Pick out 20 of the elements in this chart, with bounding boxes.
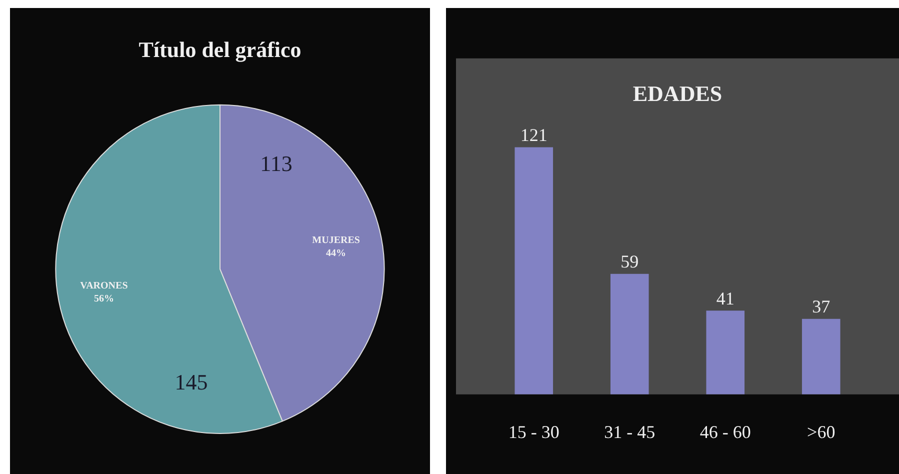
slice-label: VARONES [80,280,128,292]
data-label: 59 [620,252,639,272]
chart-title: EDADES [632,80,722,106]
data-label: 121 [520,124,548,145]
text: 56% [94,294,114,305]
x-tick-label: 46 - 60 [700,422,751,442]
chart-title: Título del gráfico [138,36,302,62]
bar [514,147,554,394]
text: 44% [326,248,346,259]
x-tick-label: 15 - 30 [508,422,560,442]
bar [706,310,745,394]
bar [802,318,840,394]
data-label: 37 [812,296,830,317]
data-label: 41 [716,288,734,308]
slice-label: MUJERES [312,234,360,246]
x-tick-label: >60 [807,422,836,442]
data-label: 113 [260,150,292,176]
data-label: 145 [174,370,208,395]
bar [610,274,649,394]
x-tick-label: 31 - 45 [604,422,656,442]
